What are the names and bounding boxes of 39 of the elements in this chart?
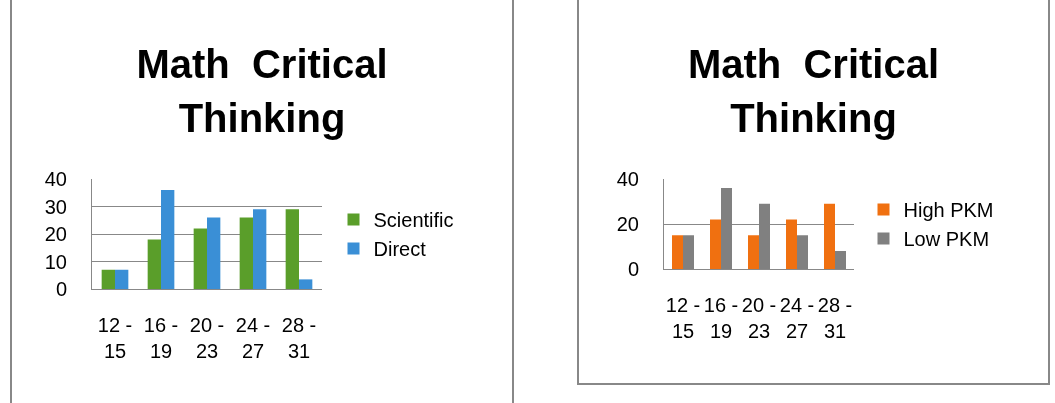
- x-tick-label: 20 - 23: [189, 314, 225, 362]
- bar: [785, 219, 797, 269]
- bar: [101, 269, 115, 289]
- y-tick-label: 0: [55, 278, 67, 300]
- x-tick-label: 28 - 31: [817, 294, 853, 342]
- bar: [285, 209, 299, 289]
- x-tick-label: 12 - 15: [665, 294, 701, 342]
- y-tick-label: 40: [44, 168, 67, 190]
- y-tick-label: 20: [44, 223, 67, 245]
- bar: [299, 279, 313, 289]
- x-tick-label: 20 - 23: [741, 294, 777, 342]
- legend-label: High PKM: [903, 199, 994, 222]
- chart-title: Math Critical Thinking: [135, 41, 389, 142]
- x-tick-label: 12 - 15: [97, 314, 133, 362]
- legend-label: Scientific: [373, 209, 454, 232]
- bar: [161, 190, 175, 289]
- bar: [671, 235, 683, 269]
- y-tick-label: 30: [44, 195, 67, 218]
- x-tick-label: 24 - 27: [779, 294, 815, 342]
- y-tick-label: 0: [627, 258, 639, 280]
- y-tick-label: 20: [616, 213, 639, 235]
- legend-label: Direct: [373, 238, 427, 261]
- chart-title: Math Critical Thinking: [686, 41, 941, 142]
- bar: [747, 235, 759, 269]
- legend-label: Low PKM: [903, 228, 990, 251]
- bar: [193, 228, 207, 289]
- x-tick-label: 24 - 27: [235, 314, 271, 362]
- bar: [207, 217, 221, 289]
- x-tick-label: 16 - 19: [143, 314, 179, 362]
- bar: [253, 209, 267, 289]
- y-tick-label: 10: [44, 250, 67, 273]
- bar: [147, 239, 161, 289]
- bar: [823, 203, 835, 269]
- x-tick-label: 16 - 19: [703, 294, 739, 342]
- bar: [709, 219, 721, 269]
- x-tick-label: 28 - 31: [281, 314, 317, 362]
- bar: [239, 217, 253, 289]
- bar: [115, 269, 129, 289]
- y-tick-label: 40: [616, 168, 639, 190]
